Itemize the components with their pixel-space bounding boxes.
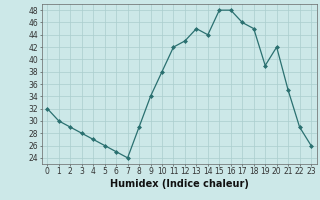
X-axis label: Humidex (Indice chaleur): Humidex (Indice chaleur) bbox=[110, 179, 249, 189]
